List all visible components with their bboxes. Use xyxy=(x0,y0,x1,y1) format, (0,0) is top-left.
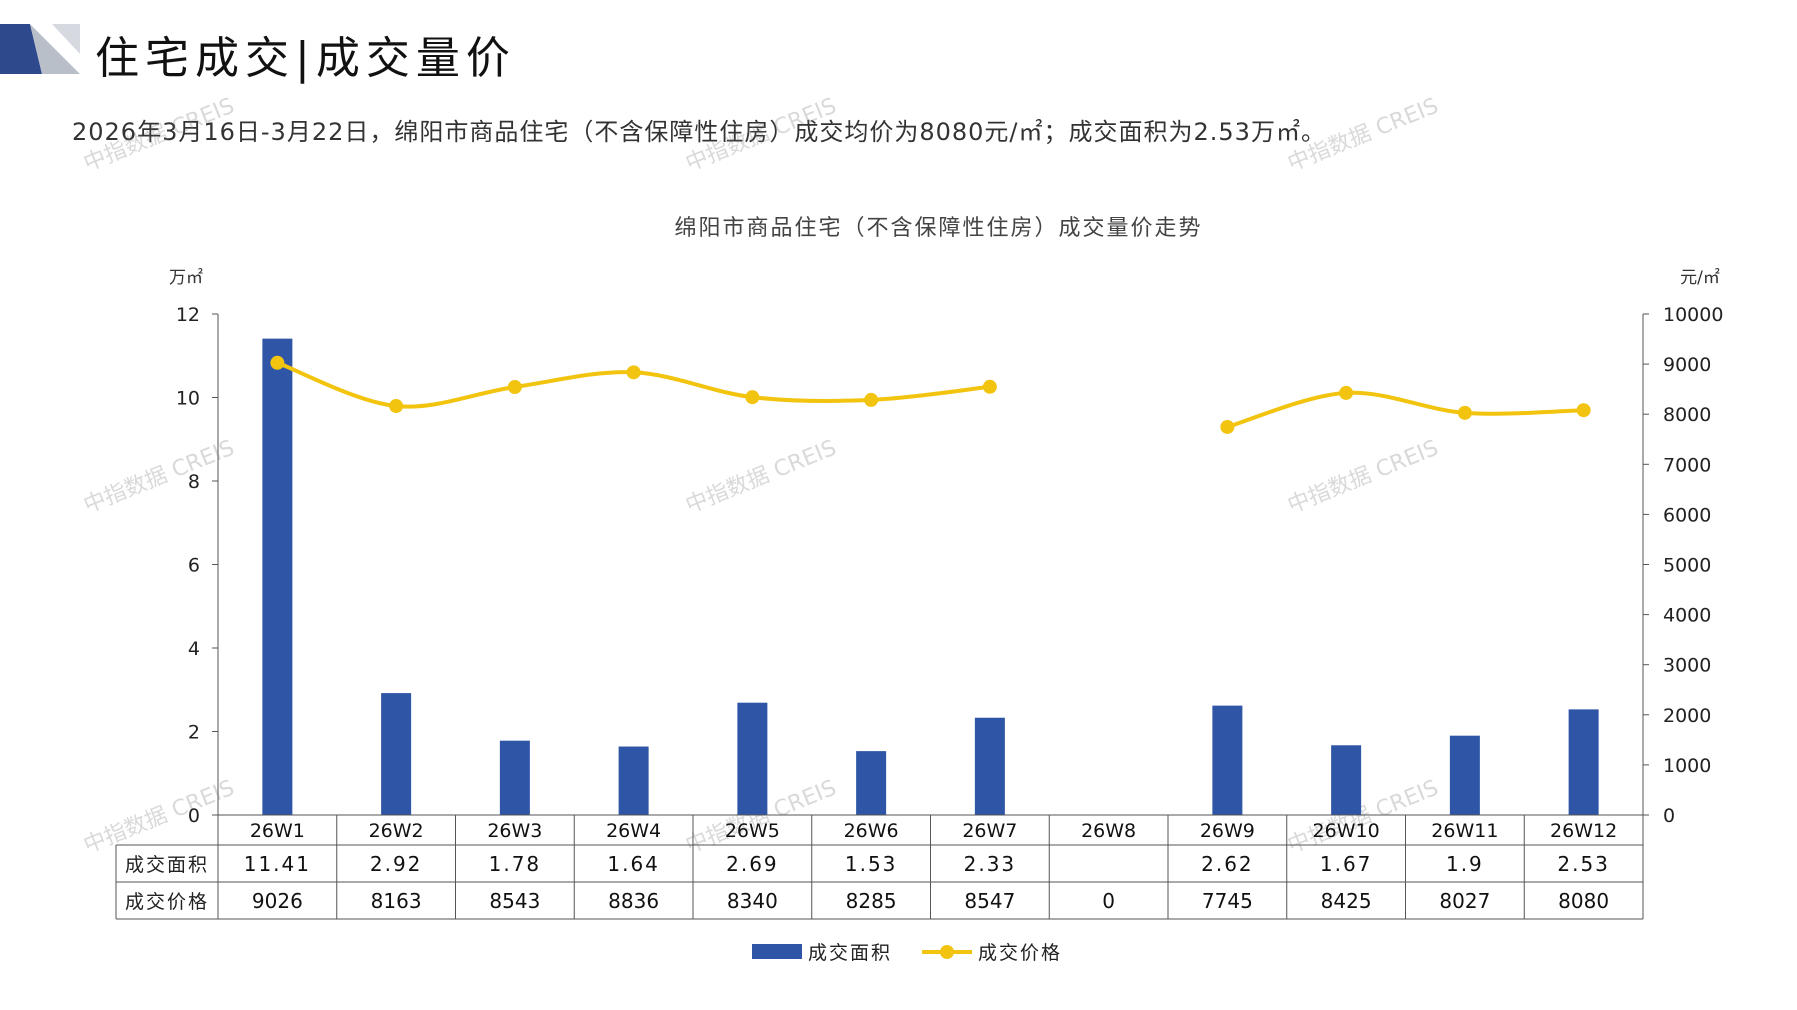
y-right-tick-label: 7000 xyxy=(1663,454,1711,476)
price-point xyxy=(1220,419,1235,434)
price-data-label: 8163 xyxy=(371,889,422,913)
bar xyxy=(1568,709,1599,815)
price-line xyxy=(1226,390,1584,429)
x-tick-label: 26W3 xyxy=(487,820,542,842)
bar xyxy=(856,751,887,815)
area-data-label: 11.41 xyxy=(244,852,311,876)
bar xyxy=(262,338,293,815)
y-left-tick-label: 0 xyxy=(188,805,200,827)
x-tick-label: 26W11 xyxy=(1431,820,1498,842)
y-right-tick-label: 3000 xyxy=(1663,655,1711,677)
bar xyxy=(974,717,1005,815)
x-tick-label: 26W10 xyxy=(1313,820,1380,842)
price-point xyxy=(1457,405,1472,420)
table-row-header: 成交面积 xyxy=(125,854,209,876)
y-right-tick-label: 10000 xyxy=(1663,304,1723,326)
price-point xyxy=(270,355,285,370)
price-point xyxy=(864,392,879,407)
bar xyxy=(381,693,412,815)
area-data-label: 1.67 xyxy=(1320,852,1373,876)
price-data-label: 0 xyxy=(1102,889,1115,913)
y-left-tick-label: 8 xyxy=(188,471,200,493)
y-right-unit: 元/㎡ xyxy=(1680,268,1720,288)
page-title: 住宅成交|成交量价 xyxy=(95,33,516,84)
x-tick-label: 26W4 xyxy=(606,820,661,842)
x-tick-label: 26W12 xyxy=(1550,820,1617,842)
price-point xyxy=(982,379,997,394)
y-right-tick-label: 8000 xyxy=(1663,404,1711,426)
price-data-label: 8425 xyxy=(1321,889,1372,913)
y-left-tick-label: 4 xyxy=(188,638,200,660)
y-left-tick-label: 10 xyxy=(176,388,200,410)
price-data-label: 7745 xyxy=(1202,889,1253,913)
x-tick-label: 26W6 xyxy=(844,820,899,842)
area-data-label: 1.64 xyxy=(607,852,660,876)
legend-label-price: 成交价格 xyxy=(978,942,1062,964)
y-right-tick-label: 2000 xyxy=(1663,705,1711,727)
area-data-label: 1.78 xyxy=(489,852,542,876)
chart-title: 绵阳市商品住宅（不含保障性住房）成交量价走势 xyxy=(674,216,1202,241)
area-data-label: 2.92 xyxy=(370,852,423,876)
y-right-tick-label: 1000 xyxy=(1663,755,1711,777)
area-data-label: 2.53 xyxy=(1557,852,1610,876)
y-left-tick-label: 12 xyxy=(176,304,200,326)
price-data-label: 8836 xyxy=(608,889,659,913)
bar xyxy=(618,746,649,815)
table-row-header: 成交价格 xyxy=(125,891,209,913)
area-data-label: 2.69 xyxy=(726,852,779,876)
price-point xyxy=(507,379,522,394)
price-data-label: 8285 xyxy=(846,889,897,913)
x-tick-label: 26W5 xyxy=(725,820,780,842)
y-right-tick-label: 4000 xyxy=(1663,605,1711,627)
x-tick-label: 26W7 xyxy=(962,820,1017,842)
bar xyxy=(737,702,768,815)
x-tick-label: 26W1 xyxy=(250,820,305,842)
area-data-label: 2.62 xyxy=(1201,852,1254,876)
price-point xyxy=(1339,385,1354,400)
y-left-tick-label: 6 xyxy=(188,555,200,577)
logo-light-shape xyxy=(30,24,80,74)
price-data-label: 8027 xyxy=(1439,889,1490,913)
area-data-label: 1.9 xyxy=(1446,852,1484,876)
price-data-label: 8547 xyxy=(964,889,1015,913)
x-tick-label: 26W8 xyxy=(1081,820,1136,842)
area-data-label: 1.53 xyxy=(845,852,898,876)
logo-light-shape-2 xyxy=(52,24,80,54)
price-data-label: 8080 xyxy=(1558,889,1609,913)
x-tick-label: 26W2 xyxy=(369,820,424,842)
y-right-tick-label: 6000 xyxy=(1663,504,1711,526)
brand-logo xyxy=(0,24,80,74)
x-tick-label: 26W9 xyxy=(1200,820,1255,842)
bar xyxy=(1449,735,1480,815)
logo-dark-shape xyxy=(0,24,42,74)
y-left-unit: 万㎡ xyxy=(169,268,203,288)
y-right-tick-label: 5000 xyxy=(1663,555,1711,577)
price-data-label: 9026 xyxy=(252,889,303,913)
summary-text: 2026年3月16日-3月22日，绵阳市商品住宅（不含保障性住房）成交均价为80… xyxy=(72,118,1326,146)
y-right-tick-label: 9000 xyxy=(1663,354,1711,376)
y-right-tick-label: 0 xyxy=(1663,805,1675,827)
price-point xyxy=(626,365,641,380)
area-data-label: 2.33 xyxy=(964,852,1017,876)
legend-label-area: 成交面积 xyxy=(808,942,892,964)
legend-swatch-area xyxy=(752,944,802,959)
price-data-label: 8340 xyxy=(727,889,778,913)
legend-swatch-price-marker xyxy=(940,945,954,959)
y-left-tick-label: 2 xyxy=(188,722,200,744)
bar xyxy=(499,740,530,815)
price-point xyxy=(745,390,760,405)
price-point xyxy=(389,399,404,414)
bar xyxy=(1212,705,1243,815)
price-data-label: 8543 xyxy=(489,889,540,913)
price-point xyxy=(1576,403,1591,418)
bar xyxy=(1331,745,1362,815)
